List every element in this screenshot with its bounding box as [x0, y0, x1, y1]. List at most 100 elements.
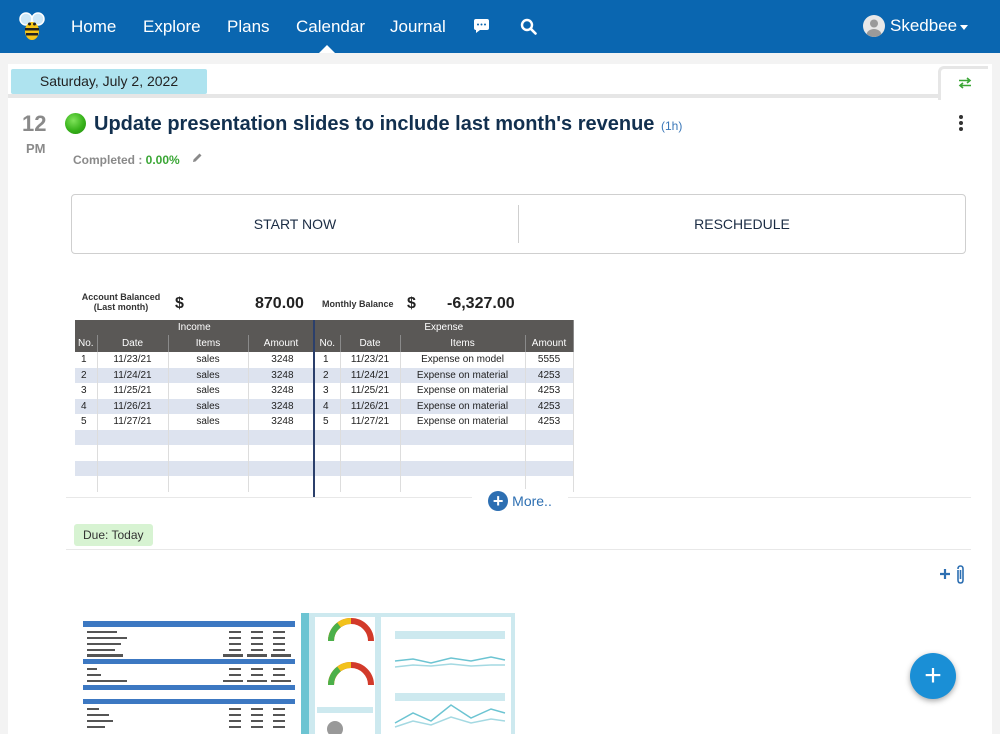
- completed-label: Completed :: [73, 153, 146, 167]
- section-divider: [66, 549, 971, 550]
- filter-tab[interactable]: [938, 66, 988, 100]
- table-row: [75, 476, 315, 492]
- completed-value: 0.00%: [145, 153, 180, 167]
- cell: 4253: [525, 398, 574, 414]
- currency-symbol: $: [407, 295, 416, 312]
- top-navbar: Home Explore Plans Calendar Journal Sked…: [0, 0, 1000, 53]
- cell: 4253: [525, 414, 574, 430]
- task-status-icon: [65, 113, 86, 134]
- cell: 11/25/21: [97, 383, 169, 399]
- date-header: Saturday, July 2, 2022: [11, 69, 207, 94]
- spreadsheet-thumbnail-image: [79, 613, 295, 734]
- cell: 11/27/21: [97, 414, 169, 430]
- cell: 2: [75, 367, 98, 383]
- balanced-label-line2: (Last month): [93, 302, 149, 312]
- plus-circle-icon: +: [488, 491, 509, 511]
- balanced-label-line1: Account Balanced: [81, 292, 161, 302]
- income-table: Income No. Date Items Amount 1 11/23/21 sa…: [75, 320, 315, 492]
- cell: 5555: [525, 352, 574, 368]
- more-options-icon[interactable]: [954, 115, 968, 133]
- table-row: 5 11/27/21 sales 3248: [75, 414, 315, 430]
- chevron-down-icon: [960, 24, 969, 30]
- spreadsheet-preview[interactable]: Account Balanced (Last month) $ 870.00 M…: [75, 289, 574, 497]
- cell: sales: [168, 398, 249, 414]
- action-buttons-box: START NOW RESCHEDULE: [71, 194, 966, 254]
- monthly-balance-value: -6,327.00: [447, 295, 515, 312]
- dashboard-thumbnail-image: [301, 613, 515, 734]
- bee-logo-icon[interactable]: [18, 10, 46, 42]
- cell: 3248: [248, 414, 315, 430]
- column-header: Items: [400, 335, 526, 352]
- table-row: [315, 429, 574, 445]
- user-menu[interactable]: Skedbee: [863, 14, 969, 38]
- expense-table: Expense No. Date Items Amount 1 11/23/21 E…: [315, 320, 574, 492]
- table-row: [75, 445, 315, 461]
- swap-arrows-icon[interactable]: [958, 77, 972, 89]
- table-row: 2 11/24/21 Expense on material 4253: [315, 367, 574, 383]
- user-name: Skedbee: [890, 16, 958, 35]
- table-row: 1 11/23/21 Expense on model 5555: [315, 352, 574, 368]
- time-ampm: PM: [26, 141, 46, 156]
- cell: 3248: [248, 352, 315, 368]
- balanced-value: 870.00: [255, 295, 304, 312]
- cell: 5: [315, 414, 341, 430]
- more-label: More..: [512, 493, 552, 509]
- column-header: Date: [340, 335, 401, 352]
- due-badge: Due: Today: [74, 524, 153, 546]
- table-row: 5 11/27/21 Expense on material 4253: [315, 414, 574, 430]
- cell: 1: [75, 352, 98, 368]
- cell: 11/24/21: [340, 367, 401, 383]
- table-row: [315, 460, 574, 476]
- chat-icon[interactable]: [473, 19, 490, 34]
- table-row: [75, 429, 315, 445]
- table-row: 3 11/25/21 Expense on material 4253: [315, 383, 574, 399]
- column-header: Amount: [248, 335, 315, 352]
- action-divider: [518, 205, 519, 243]
- avatar: [863, 15, 885, 37]
- cell: 5: [75, 414, 98, 430]
- cell: 11/23/21: [340, 352, 401, 368]
- table-row: 4 11/26/21 Expense on material 4253: [315, 398, 574, 414]
- column-header: No.: [315, 335, 341, 352]
- attachment-thumbnail[interactable]: [301, 613, 515, 734]
- edit-pencil-icon[interactable]: [191, 152, 203, 164]
- cell: 1: [315, 352, 341, 368]
- add-button[interactable]: +: [910, 653, 956, 699]
- column-header: Date: [97, 335, 169, 352]
- completed-status: Completed : 0.00%: [73, 153, 180, 167]
- start-now-button[interactable]: START NOW: [253, 216, 337, 232]
- task-title[interactable]: Update presentation slides to include la…: [94, 113, 655, 135]
- cell: sales: [168, 352, 249, 368]
- cell: 11/26/21: [340, 398, 401, 414]
- cell: Expense on material: [400, 398, 526, 414]
- cell: 4253: [525, 367, 574, 383]
- table-row: 3 11/25/21 sales 3248: [75, 383, 315, 399]
- monthly-balance-label: Monthly Balance: [322, 299, 394, 309]
- cell: 3248: [248, 367, 315, 383]
- attachment-thumbnail[interactable]: [79, 613, 295, 734]
- table-row: [75, 460, 315, 476]
- table-divider: [313, 320, 315, 497]
- time-hour: 12: [22, 111, 47, 136]
- nav-plans[interactable]: Plans: [227, 17, 270, 36]
- table-row: [315, 476, 574, 492]
- income-header: Income: [75, 320, 315, 335]
- nav-calendar[interactable]: Calendar: [296, 17, 365, 36]
- more-link[interactable]: + More..: [472, 489, 568, 513]
- nav-journal[interactable]: Journal: [390, 17, 446, 36]
- table-row: 4 11/26/21 sales 3248: [75, 398, 315, 414]
- cell: 3248: [248, 398, 315, 414]
- cell: Expense on material: [400, 383, 526, 399]
- cell: 3248: [248, 383, 315, 399]
- nav-home[interactable]: Home: [71, 17, 117, 36]
- cell: sales: [168, 383, 249, 399]
- cell: 4253: [525, 383, 574, 399]
- cell: Expense on material: [400, 414, 526, 430]
- nav-explore[interactable]: Explore: [143, 17, 201, 36]
- search-icon[interactable]: [520, 18, 537, 35]
- reschedule-button[interactable]: RESCHEDULE: [694, 216, 790, 232]
- cell: 11/26/21: [97, 398, 169, 414]
- column-header: Items: [168, 335, 249, 352]
- add-attachment-icon[interactable]: [939, 565, 965, 585]
- active-nav-indicator: [319, 45, 335, 53]
